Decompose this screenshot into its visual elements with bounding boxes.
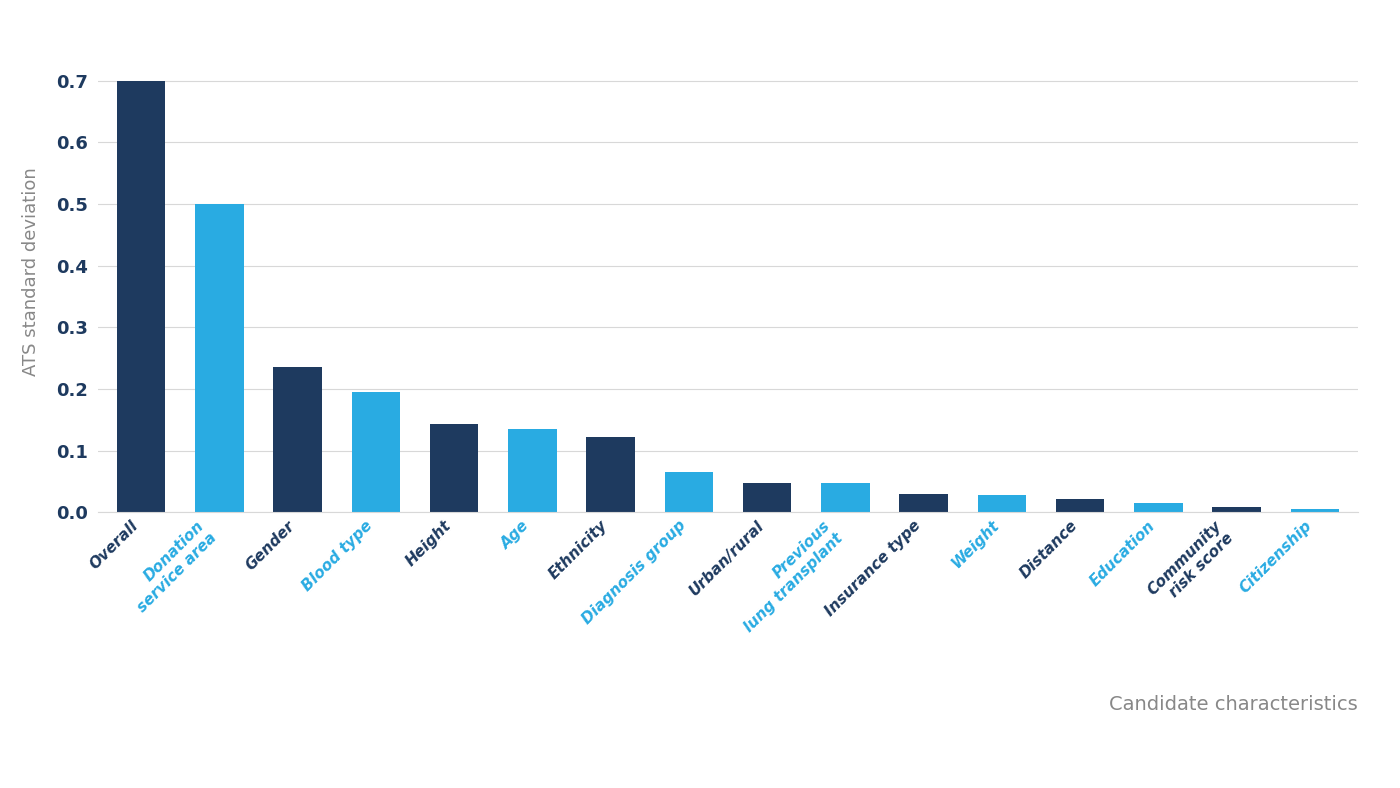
Text: Candidate characteristics: Candidate characteristics: [1109, 695, 1358, 714]
Text: Urban/rural: Urban/rural: [686, 518, 767, 599]
Text: Education: Education: [1088, 518, 1158, 589]
Text: Donation
service area: Donation service area: [122, 518, 220, 615]
Text: Blood type: Blood type: [300, 518, 375, 594]
Bar: [508, 429, 557, 512]
Bar: [665, 472, 713, 512]
Text: Distance: Distance: [1016, 518, 1081, 582]
Text: Community
risk score: Community risk score: [1145, 518, 1236, 610]
Text: Weight: Weight: [949, 518, 1002, 571]
Bar: [822, 483, 869, 512]
Text: Age: Age: [498, 518, 532, 552]
Text: Citizenship: Citizenship: [1238, 518, 1315, 596]
Text: Diagnosis group: Diagnosis group: [580, 518, 689, 627]
Bar: [977, 495, 1026, 512]
Bar: [743, 482, 791, 512]
Y-axis label: ATS standard deviation: ATS standard deviation: [22, 168, 39, 376]
Text: Ethnicity: Ethnicity: [546, 518, 610, 582]
Bar: [1212, 507, 1261, 512]
Bar: [587, 437, 634, 512]
Bar: [273, 367, 322, 512]
Bar: [899, 494, 948, 512]
Text: Previous
lung transplant: Previous lung transplant: [729, 518, 846, 634]
Text: Insurance type: Insurance type: [822, 518, 924, 619]
Text: Overall: Overall: [87, 518, 141, 572]
Bar: [430, 424, 479, 512]
Bar: [1056, 499, 1105, 512]
Bar: [1134, 503, 1183, 512]
Text: Gender: Gender: [242, 518, 298, 573]
Bar: [1291, 509, 1340, 512]
Text: Height: Height: [403, 518, 454, 569]
Bar: [351, 392, 400, 512]
Bar: [116, 81, 165, 512]
Bar: [195, 204, 244, 512]
